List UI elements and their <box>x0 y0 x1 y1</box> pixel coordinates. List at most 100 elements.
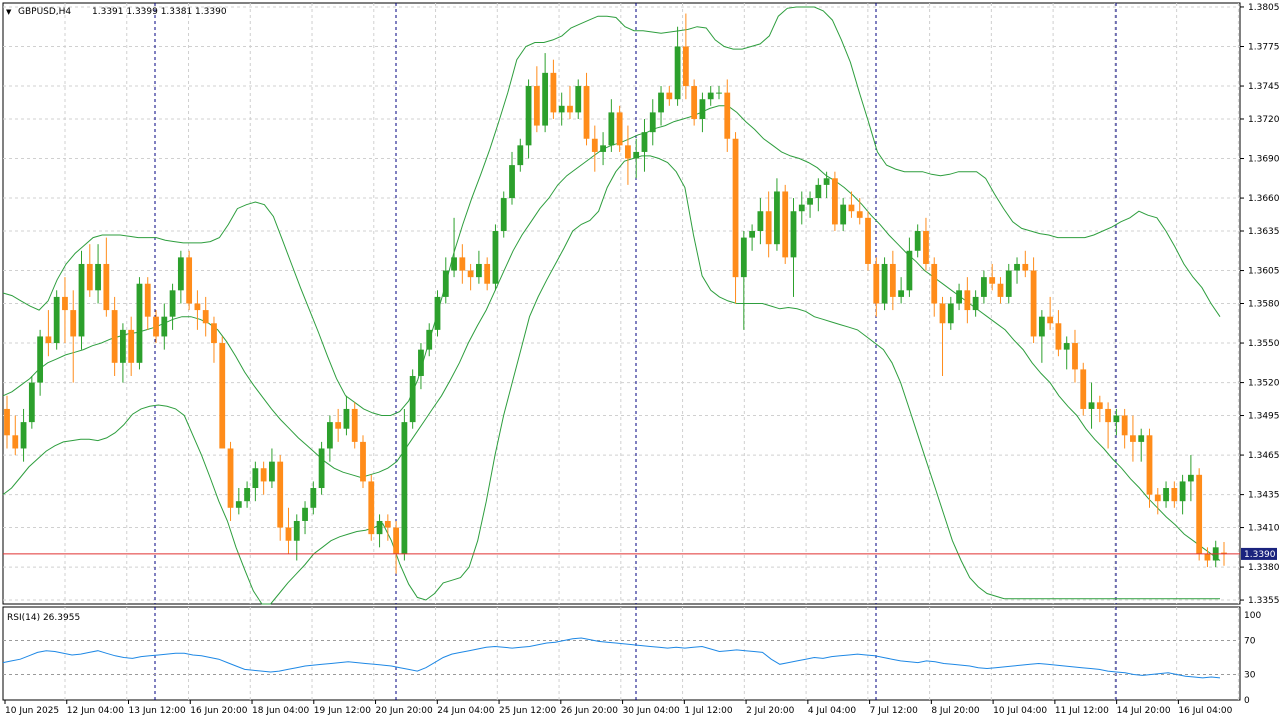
time-tick-label: 24 Jun 04:00 <box>437 706 494 716</box>
candle-body <box>558 105 565 113</box>
candle-body <box>625 145 631 159</box>
candle-body <box>269 461 275 482</box>
header-text: ▼ GBPUSD,H4 1.3391 1.3399 1.3381 1.3390 … <box>6 7 227 623</box>
candle-body <box>699 99 706 119</box>
candle-body <box>393 527 400 554</box>
candle-body <box>1179 481 1186 502</box>
time-tick-label: 10 Jul 04:00 <box>993 706 1047 716</box>
price-tick-label: 1.3605 <box>1248 267 1280 277</box>
candle-body <box>732 138 739 278</box>
candle-body <box>1196 474 1203 554</box>
candle-body <box>633 151 640 159</box>
chart-axes: 1.3805 1.3775 1.3745 1.3720 1.3690 1.3660 1.36… <box>4 3 1280 716</box>
price-tick-label: 1.3495 <box>1248 412 1280 422</box>
candle-body <box>906 250 913 291</box>
candle-body <box>1121 415 1128 436</box>
candle-body <box>533 86 540 126</box>
candle-body <box>451 257 457 271</box>
price-tick-label: 1.3355 <box>1248 596 1280 606</box>
candle-body <box>120 329 126 363</box>
candle-body <box>235 501 242 508</box>
candle-body <box>285 527 292 541</box>
candle-body <box>12 435 19 449</box>
candle-body <box>1072 343 1078 370</box>
candle-body <box>691 86 698 119</box>
candle-body <box>1105 408 1111 423</box>
candle-body <box>484 263 491 284</box>
candle-body <box>211 323 217 344</box>
candle-body <box>807 198 813 205</box>
candle-body <box>600 145 606 152</box>
candle-body <box>186 257 193 304</box>
candle-body <box>442 270 449 297</box>
candle-body <box>434 296 441 330</box>
candle-body <box>326 422 333 449</box>
candle-body <box>856 211 863 218</box>
candle-body <box>500 198 507 232</box>
candle-body <box>202 310 209 324</box>
candle-body <box>716 92 722 94</box>
candle-body <box>45 336 52 344</box>
rsi-label: RSI(14) 26.3955 <box>7 613 80 623</box>
candle-body <box>964 290 971 311</box>
candle-body <box>682 46 689 87</box>
candle-body <box>293 520 300 541</box>
candle-body <box>1005 270 1012 297</box>
time-tick-label: 18 Jun 04:00 <box>252 706 309 716</box>
time-tick-label: 4 Jul 04:00 <box>808 706 857 716</box>
candle-body <box>1138 435 1145 442</box>
ohlc-label: 1.3391 1.3399 1.3381 1.3390 <box>92 7 227 17</box>
candle-body <box>997 283 1004 297</box>
rsi-level-label: 0 <box>1244 696 1250 706</box>
candle-body <box>1055 323 1062 350</box>
candle-body <box>848 204 855 212</box>
candle-body <box>509 165 515 199</box>
candle-body <box>873 263 880 304</box>
time-tick-label: 11 Jul 12:00 <box>1055 706 1109 716</box>
candle-body <box>401 422 408 554</box>
candle-body <box>244 488 250 502</box>
candle-body <box>1030 270 1037 337</box>
price-tick-label: 1.3690 <box>1248 155 1280 165</box>
candle-body <box>790 211 797 258</box>
candle-body <box>525 86 532 146</box>
time-tick-label: 14 Jul 20:00 <box>1117 706 1171 716</box>
price-tick-label: 1.3380 <box>1248 563 1280 573</box>
candle-body <box>707 92 714 100</box>
candle-body <box>277 461 284 528</box>
candle-body <box>111 310 118 363</box>
candle-body <box>575 86 582 113</box>
candle-body <box>583 86 590 139</box>
candle-body <box>641 132 648 152</box>
candle-body <box>1146 435 1153 495</box>
bollinger-lower-line <box>2 155 1220 605</box>
candle-body <box>368 481 375 535</box>
candle-body <box>765 211 772 245</box>
candle-body <box>1022 263 1029 271</box>
candle-body <box>260 468 267 482</box>
candle-body <box>492 231 499 284</box>
candle-body <box>881 263 888 304</box>
candle-body <box>674 46 681 100</box>
collapse-triangle-icon[interactable]: ▼ <box>6 8 12 16</box>
current-price-tag <box>1241 547 1277 560</box>
candle-body <box>144 283 151 317</box>
candle-body <box>194 303 201 311</box>
current-price-label: 1.3390 <box>1244 550 1276 560</box>
candle-body <box>898 290 905 297</box>
candle-body <box>1204 553 1211 561</box>
candle-body <box>409 375 416 423</box>
candle-body <box>1221 552 1227 554</box>
candle-body <box>360 441 366 482</box>
candle-body <box>476 263 482 278</box>
price-tick-label: 1.3435 <box>1248 491 1280 501</box>
candle-body <box>798 204 805 212</box>
candle-body <box>649 112 656 133</box>
candle-body <box>542 72 549 126</box>
candle-body <box>616 112 623 146</box>
time-tick-label: 16 Jul 04:00 <box>1178 706 1232 716</box>
candle-body <box>1014 263 1020 271</box>
candle-body <box>1047 316 1054 324</box>
candle-body <box>70 310 77 337</box>
